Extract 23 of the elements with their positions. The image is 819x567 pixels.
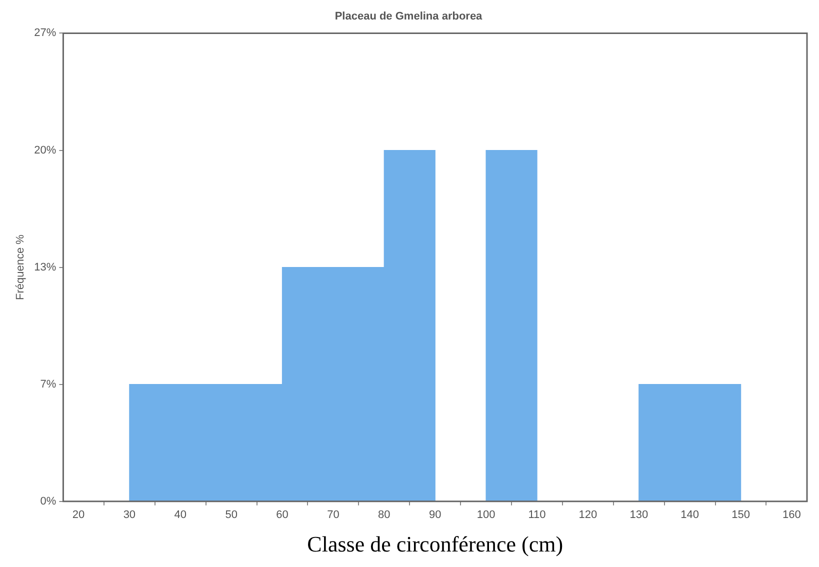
y-tick-label: 7% <box>40 378 56 390</box>
x-tick-label: 60 <box>276 509 288 522</box>
y-tick-label: 20% <box>34 144 56 156</box>
chart-title: Placeau de Gmelina arborea <box>334 10 484 23</box>
y-tick-label: 27% <box>34 27 56 40</box>
x-tick-label: 90 <box>428 509 442 522</box>
x-tick-label: 50 <box>225 509 238 522</box>
x-tick-label: 120 <box>578 509 598 522</box>
x-tick-label: 30 <box>123 509 136 522</box>
y-tick-label: 13% <box>34 261 56 274</box>
x-tick-label: 20 <box>72 509 85 522</box>
x-tick-label: 110 <box>528 509 546 522</box>
y-axis-title: Fréquence % <box>14 234 27 300</box>
x-tick-label: 130 <box>630 509 648 522</box>
x-tick-label: 160 <box>782 509 801 522</box>
x-tick-label: 80 <box>378 509 390 522</box>
x-tick-label: 100 <box>476 509 496 522</box>
x-tick-label: 140 <box>680 509 700 522</box>
x-axis-title: Classe de circonférence (cm) <box>307 532 564 557</box>
x-tick-label: 40 <box>174 509 187 522</box>
y-tick-label: 0% <box>40 495 56 508</box>
x-tick-label: 150 <box>732 509 750 522</box>
x-tick-label: 70 <box>327 509 340 522</box>
